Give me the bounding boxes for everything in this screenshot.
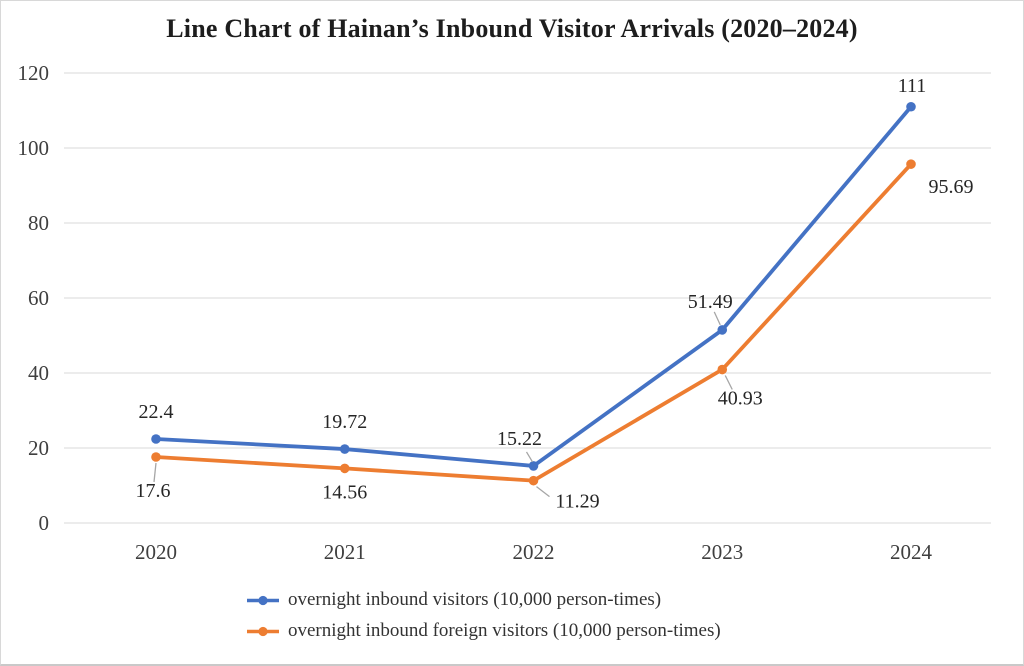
data-point-marker xyxy=(717,325,728,335)
data-label-leader-line xyxy=(153,462,157,483)
data-label: 15.22 xyxy=(497,428,542,450)
data-label: 17.6 xyxy=(136,480,171,502)
y-axis-tick-label: 40 xyxy=(28,361,49,385)
data-label-leader-line xyxy=(713,311,721,326)
data-point-marker xyxy=(717,364,728,375)
legend-label: overnight inbound foreign visitors (10,0… xyxy=(288,620,721,641)
orange-line-marker-icon xyxy=(247,626,279,636)
data-label: 19.72 xyxy=(322,411,367,433)
data-point-marker xyxy=(906,159,916,169)
data-label: 95.69 xyxy=(929,176,974,198)
data-point-marker xyxy=(906,101,916,112)
data-label: 22.4 xyxy=(139,401,174,423)
data-point-marker xyxy=(528,475,539,486)
data-point-marker xyxy=(339,463,350,474)
x-axis-tick-label: 2022 xyxy=(513,540,555,564)
data-label: 40.93 xyxy=(718,388,763,410)
data-label-leader-line xyxy=(536,486,550,498)
x-axis-tick-label: 2023 xyxy=(701,540,743,564)
data-point-marker xyxy=(151,452,161,462)
legend-item-overnight-inbound-visitors: overnight inbound visitors (10,000 perso… xyxy=(246,589,721,611)
data-label: 11.29 xyxy=(555,491,599,513)
data-point-marker xyxy=(151,434,161,444)
data-point-marker xyxy=(339,444,350,454)
y-axis-tick-label: 120 xyxy=(18,61,50,85)
data-label: 51.49 xyxy=(688,291,733,313)
x-axis-tick-label: 2024 xyxy=(890,540,933,564)
y-axis-tick-label: 80 xyxy=(28,211,49,235)
legend-label: overnight inbound visitors (10,000 perso… xyxy=(288,589,662,610)
y-axis-tick-label: 20 xyxy=(28,436,49,460)
x-axis-tick-label: 2021 xyxy=(324,540,366,564)
data-label-leader-line xyxy=(724,375,733,390)
legend-item-overnight-inbound-foreign-visitors: overnight inbound foreign visitors (10,0… xyxy=(246,620,721,642)
data-label: 111 xyxy=(898,75,927,97)
data-label-leader-line xyxy=(525,451,534,463)
chart-legend: overnight inbound visitors (10,000 perso… xyxy=(246,589,721,642)
y-axis-tick-label: 100 xyxy=(18,136,50,160)
y-axis-tick-label: 60 xyxy=(28,286,49,310)
blue-line-marker-icon xyxy=(247,595,279,605)
y-axis-tick-label: 0 xyxy=(39,511,50,535)
chart-title: Line Chart of Hainan’s Inbound Visitor A… xyxy=(166,14,858,43)
data-point-marker xyxy=(528,461,539,471)
data-label: 14.56 xyxy=(322,481,367,503)
x-axis-tick-label: 2020 xyxy=(135,540,177,564)
